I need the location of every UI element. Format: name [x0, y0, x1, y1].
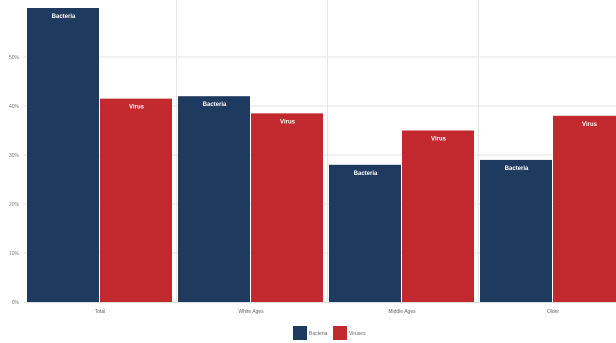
legend-label: Viruses [349, 331, 366, 337]
bar-data-label: Bacteria [354, 171, 378, 177]
bar-data-label: Virus [129, 105, 145, 111]
y-tick-label: 20% [9, 202, 20, 208]
bar-viruses [553, 115, 616, 302]
x-tick-label: White Ages [238, 309, 264, 315]
y-tick-label: 0% [12, 300, 20, 306]
legend-swatch [293, 326, 307, 340]
bar-data-label: Bacteria [505, 166, 529, 172]
legend-label: Bacteria [309, 331, 328, 337]
bar-data-label: Virus [280, 119, 296, 125]
bar-data-label: Bacteria [52, 14, 76, 20]
bars [27, 8, 616, 303]
y-tick-label: 40% [9, 104, 20, 110]
y-tick-label: 50% [9, 55, 20, 61]
bar-data-label: Bacteria [203, 102, 227, 108]
y-tick-label: 10% [9, 251, 20, 257]
x-tick-label: Total [95, 309, 106, 315]
bar-data-label: Virus [431, 137, 447, 143]
bar-data-label: Virus [582, 122, 598, 128]
bar-viruses [402, 130, 474, 302]
bar-viruses [251, 113, 323, 302]
bar-bacteria [178, 96, 250, 302]
legend: Bacteria Viruses [293, 326, 366, 340]
bar-bacteria [480, 159, 552, 302]
x-tick-label: Middle Ages [388, 309, 416, 315]
x-tick-label: Older [547, 309, 560, 315]
labels: 0% 10% 20% 30% 40% 50% Bacteria Virus Total Bacte… [9, 14, 598, 315]
bar-bacteria [27, 8, 99, 302]
y-tick-label: 30% [9, 153, 20, 159]
legend-swatch [333, 326, 347, 340]
bar-bacteria [329, 164, 401, 302]
bar-viruses [100, 98, 172, 303]
